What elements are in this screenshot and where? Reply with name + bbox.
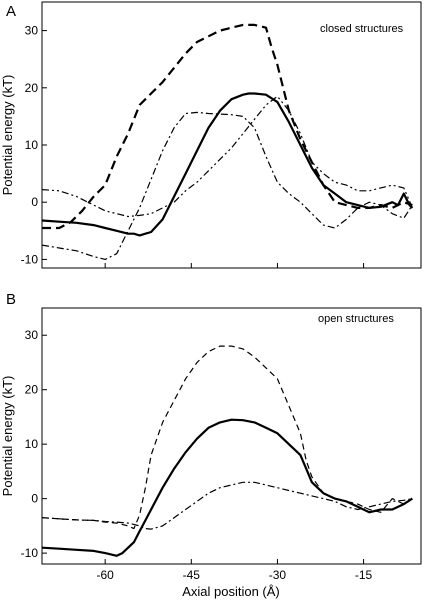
panel-b-series xyxy=(41,345,413,557)
panel-a: A closed structures Potential energy (kT… xyxy=(0,1,422,269)
panel-b-y-tick-label: -10 xyxy=(21,546,39,560)
panel-b-x-tick-label: -60 xyxy=(96,568,114,582)
panel-b: B open structures Potential energy (kT) … xyxy=(0,291,422,599)
panel-b-x-axis-title: Axial position (Å) xyxy=(182,584,280,599)
panel-b-x-tick-label: -30 xyxy=(269,568,287,582)
panel-b-annotation: open structures xyxy=(318,313,394,325)
panel-a-y-tick-label: -10 xyxy=(21,252,39,266)
panel-b-y-tick-label: 20 xyxy=(25,383,39,397)
panel-a-series-line-4 xyxy=(41,95,413,218)
panel-a-plot-frame xyxy=(41,1,422,269)
panel-a-y-tick-label: 20 xyxy=(25,81,39,95)
panel-b-y-axis-title: Potential energy (kT) xyxy=(0,376,15,497)
panel-a-y-tick-label: 30 xyxy=(25,24,39,38)
panel-a-y-axis-title: Potential energy (kT) xyxy=(0,75,15,196)
panel-b-label: B xyxy=(6,291,16,308)
panel-b-ticks: -10 0 10 20 30 -60 -45 -30 -15 xyxy=(21,328,373,582)
panel-b-y-tick-label: 10 xyxy=(25,437,39,451)
panel-b-plot-frame xyxy=(41,307,422,565)
panel-a-annotation: closed structures xyxy=(320,23,404,35)
panel-b-series-line-3 xyxy=(41,481,413,530)
panel-a-series-line-3 xyxy=(41,111,413,260)
panel-a-ticks: -10 0 10 20 30 xyxy=(21,24,365,268)
panel-a-y-tick-label: 10 xyxy=(25,138,39,152)
panel-a-series-line-1 xyxy=(42,23,413,230)
panel-a-series xyxy=(41,23,414,260)
panel-b-series-line-2 xyxy=(41,418,413,557)
panel-b-x-tick-label: -45 xyxy=(183,568,201,582)
panel-a-label: A xyxy=(6,3,16,20)
panel-a-y-tick-label: 0 xyxy=(31,195,38,209)
panel-b-x-tick-label: -15 xyxy=(355,568,373,582)
panel-b-series-line-1 xyxy=(41,345,413,530)
panel-a-series-line-2 xyxy=(41,92,414,237)
panel-b-y-tick-label: 0 xyxy=(31,492,38,506)
panel-b-y-tick-label: 30 xyxy=(25,328,39,342)
